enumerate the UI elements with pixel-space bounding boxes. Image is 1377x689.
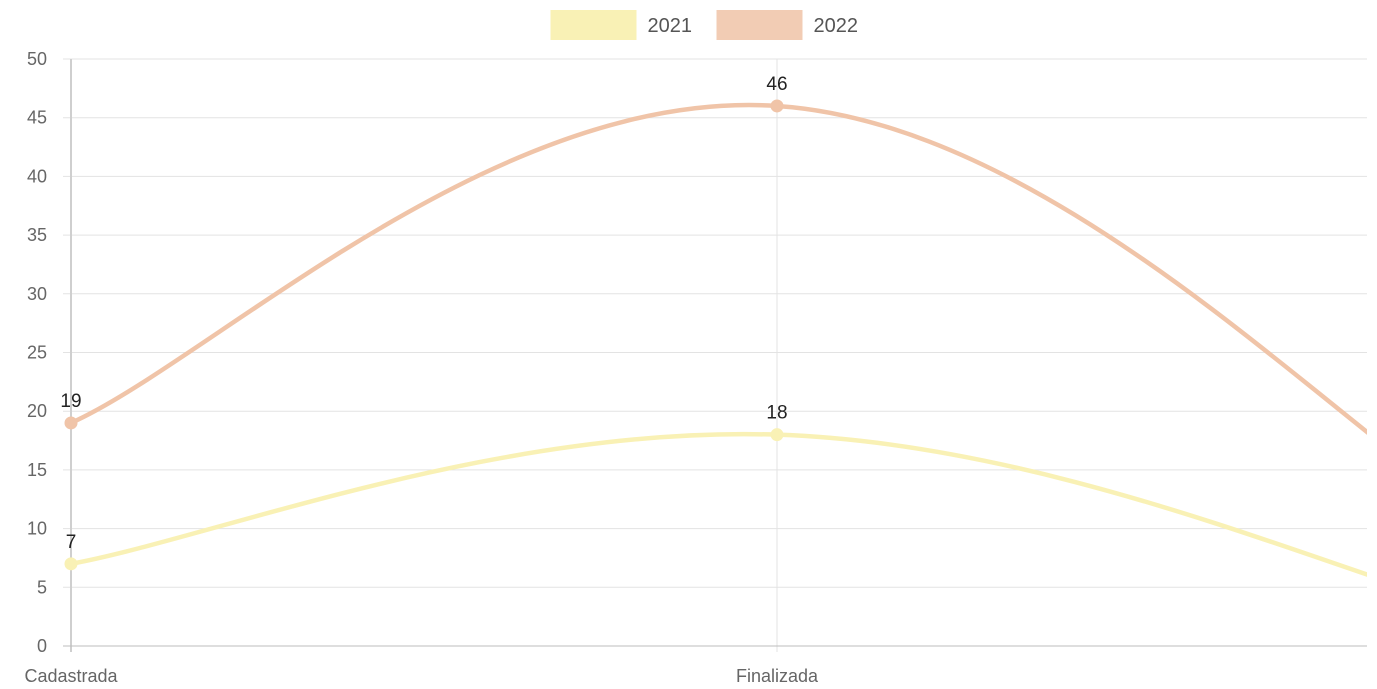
y-tick-label: 30 <box>27 284 47 304</box>
series-line-2021 <box>68 431 1367 577</box>
y-tick-label: 5 <box>37 577 47 597</box>
legend-label: 2022 <box>814 15 859 37</box>
legend-item-2021[interactable]: 2021 <box>550 10 693 40</box>
y-tick-label: 35 <box>27 225 47 245</box>
y-tick-label: 25 <box>27 343 47 363</box>
grid <box>63 58 1367 652</box>
y-tick-label: 20 <box>27 401 47 421</box>
data-point[interactable] <box>770 99 784 113</box>
data-label: 18 <box>766 403 787 424</box>
y-tick-label: 15 <box>27 460 47 480</box>
data-label: 19 <box>60 391 81 412</box>
y-tick-label: 40 <box>27 166 47 186</box>
data-point[interactable] <box>64 416 78 430</box>
data-point[interactable] <box>64 557 78 571</box>
x-tick-label: Cadastrada <box>24 666 118 686</box>
y-tick-label: 0 <box>37 636 47 656</box>
y-tick-label: 50 <box>27 49 47 69</box>
axes: 0 5 10 15 20 25 30 35 40 45 50 Cadastrada Finalizada <box>24 49 1367 686</box>
legend-swatch <box>716 10 803 40</box>
data-point[interactable] <box>770 428 784 442</box>
data-label: 7 <box>66 532 77 553</box>
legend-swatch <box>550 10 637 40</box>
data-label: 46 <box>766 74 787 95</box>
y-tick-label: 10 <box>27 519 47 539</box>
legend-label: 2021 <box>648 15 693 37</box>
data-labels: 7 18 19 46 <box>60 74 787 553</box>
series-line-2022 <box>68 102 1367 435</box>
legend-item-2022[interactable]: 2022 <box>716 10 859 40</box>
series-group <box>64 99 1367 577</box>
x-tick-label: Finalizada <box>736 666 819 686</box>
legend[interactable]: 2021 2022 <box>550 10 859 40</box>
y-tick-label: 45 <box>27 108 47 128</box>
